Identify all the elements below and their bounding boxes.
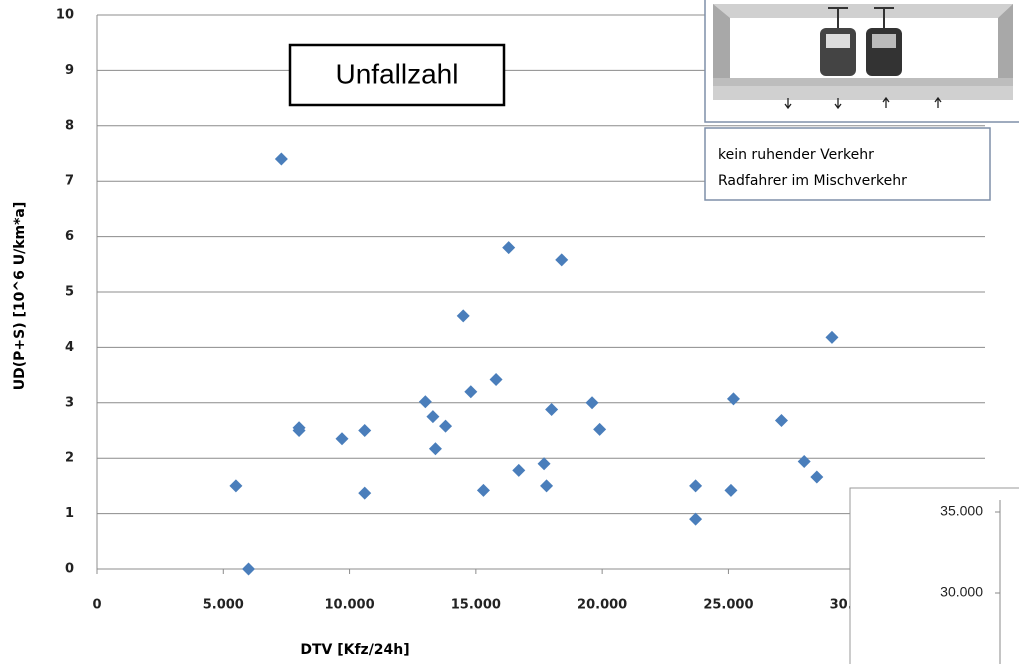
point [418,395,432,409]
point [439,419,453,433]
inset-tick-label: 30.000 [940,584,983,600]
point [689,512,703,526]
legend-box [704,127,991,201]
point [593,422,607,436]
inset-tick-label: 35.000 [940,503,983,519]
x-tick-label: 25.000 [703,598,753,613]
point [689,479,703,493]
point [274,152,288,166]
x-axis-label: DTV [Kfz/24h] [300,642,409,658]
point [726,392,740,406]
point [555,253,569,267]
annotation-box [288,43,506,107]
y-tick-label: 3 [65,395,74,410]
y-tick-label: 6 [65,229,74,244]
y-tick-label: 1 [65,506,74,521]
y-tick-label: 8 [65,118,74,133]
legend-text: kein ruhender Verkehr [718,147,874,163]
x-tick-label: 10.000 [324,598,374,613]
point [810,470,824,484]
point [476,483,490,497]
point [426,410,440,424]
point [825,330,839,344]
y-axis-label: UD(P+S) [10^6 U/km*a] [12,202,28,391]
point [358,424,372,437]
point [456,309,470,323]
y-tick-label: 9 [65,63,74,78]
point [502,241,516,255]
y-tick-label: 4 [65,340,74,355]
x-tick-label: 15.000 [451,598,501,613]
x-tick-label: 0 [92,598,101,613]
annotation: Unfallzahl [336,58,459,89]
y-tick-label: 5 [65,285,74,300]
x-tick-label: 20.000 [577,598,627,613]
point [335,432,349,446]
y-tick-label: 2 [65,451,74,466]
point [358,486,372,500]
point [242,562,256,576]
point [512,463,526,477]
point [428,442,442,456]
point [489,373,503,387]
point [585,396,599,410]
y-tick-label: 0 [65,562,74,577]
road-diagram [704,0,1019,123]
point [724,483,738,497]
point [797,455,811,469]
point [774,414,788,428]
point [229,479,243,493]
point [292,421,306,435]
y-tick-label: 7 [65,174,74,189]
point [537,457,551,471]
y-tick-label: 10 [56,8,74,23]
legend-text: Radfahrer im Mischverkehr [718,173,907,189]
point [464,385,478,399]
point [540,479,554,493]
point [545,402,559,416]
x-tick-label: 5.000 [203,598,244,613]
